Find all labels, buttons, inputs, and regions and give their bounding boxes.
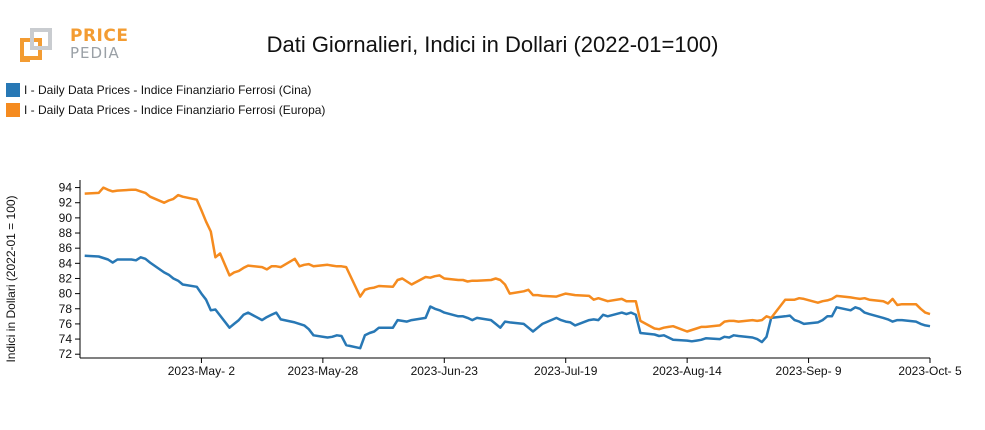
y-tick-label: 78: [59, 302, 73, 316]
y-tick-label: 88: [59, 226, 73, 240]
y-tick-label: 84: [59, 256, 73, 270]
y-tick-label: 94: [59, 181, 73, 195]
x-tick-label: 2023-Sep- 9: [776, 364, 842, 378]
y-axis-label: Indici in Dollari (2022-01 = 100): [4, 195, 18, 362]
y-tick-label: 80: [59, 287, 73, 301]
legend-label-europa: I - Daily Data Prices - Indice Finanziar…: [24, 103, 326, 117]
y-tick-label: 72: [59, 347, 73, 361]
series-line-cina: [84, 254, 931, 350]
legend-item-europa[interactable]: I - Daily Data Prices - Indice Finanziar…: [6, 100, 325, 120]
logo-text-pedia: PEDIA: [70, 44, 120, 62]
chart-legend: I - Daily Data Prices - Indice Finanziar…: [6, 80, 325, 120]
y-tick-label: 76: [59, 317, 73, 331]
logo-text-price: PRICE: [70, 26, 129, 46]
y-tick-label: 86: [59, 241, 73, 255]
y-tick-label: 92: [59, 196, 73, 210]
page-title: Dati Giornalieri, Indici in Dollari (202…: [266, 32, 719, 57]
logo-mark-icon: [20, 28, 52, 62]
legend-label-cina: I - Daily Data Prices - Indice Finanziar…: [24, 83, 312, 97]
x-tick-label: 2023-May-28: [287, 364, 358, 378]
series-line-europa: [84, 186, 931, 333]
x-tick-label: 2023-May- 2: [168, 364, 236, 378]
legend-swatch-europa: [6, 103, 20, 117]
x-tick-label: 2023-Jun-23: [411, 364, 479, 378]
y-tick-label: 74: [59, 332, 73, 346]
legend-item-cina[interactable]: I - Daily Data Prices - Indice Finanziar…: [6, 80, 325, 100]
legend-swatch-cina: [6, 83, 20, 97]
x-tick-label: 2023-Oct- 5: [898, 364, 962, 378]
pricepedia-logo: PRICE PEDIA: [18, 22, 128, 64]
y-tick-label: 82: [59, 271, 73, 285]
y-tick-label: 90: [59, 211, 73, 225]
x-tick-label: 2023-Jul-19: [534, 364, 598, 378]
x-tick-label: 2023-Aug-14: [652, 364, 722, 378]
